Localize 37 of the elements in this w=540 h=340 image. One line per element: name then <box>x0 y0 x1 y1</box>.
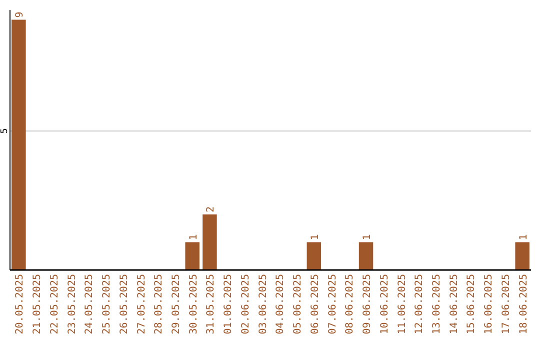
x-tick-label: 11.06.2025 <box>396 274 408 334</box>
x-tick-label: 14.06.2025 <box>448 274 460 334</box>
x-tick-label: 01.06.2025 <box>223 274 234 334</box>
x-tick-label: 28.05.2025 <box>154 274 165 334</box>
x-tick-label: 04.06.2025 <box>275 274 286 334</box>
x-tick-label: 18.06.2025 <box>518 274 530 334</box>
x-tick-label: 15.06.2025 <box>466 274 478 334</box>
x-tick-label: 13.06.2025 <box>431 274 442 334</box>
data-label: 1 <box>518 234 530 240</box>
data-label: 9 <box>14 12 26 18</box>
x-tick-label: 29.05.2025 <box>170 274 182 334</box>
x-tick-label: 17.06.2025 <box>500 274 512 334</box>
data-label: 1 <box>362 234 374 240</box>
x-tick-label: 21.05.2025 <box>32 274 44 334</box>
x-tick-label: 07.06.2025 <box>327 274 338 334</box>
data-label: 2 <box>206 206 217 212</box>
x-tick-label: 23.05.2025 <box>66 274 78 334</box>
x-tick-label: 02.06.2025 <box>240 274 252 334</box>
x-tick-label: 25.05.2025 <box>102 274 113 334</box>
y-tick-label: 5 <box>0 128 10 134</box>
x-tick-label: 03.06.2025 <box>258 274 269 334</box>
x-tick-label: 08.06.2025 <box>344 274 356 334</box>
x-tick-label: 10.06.2025 <box>379 274 390 334</box>
x-tick-label: 24.05.2025 <box>84 274 96 334</box>
x-tick-label: 20.05.2025 <box>14 274 26 334</box>
x-tick-label: 27.05.2025 <box>136 274 148 334</box>
x-tick-label: 22.05.2025 <box>49 274 60 334</box>
x-tick-label: 31.05.2025 <box>206 274 217 334</box>
x-tick-label: 12.06.2025 <box>414 274 426 334</box>
x-tick-label: 26.05.2025 <box>118 274 130 334</box>
data-label: 1 <box>188 234 200 240</box>
x-tick-label: 05.06.2025 <box>292 274 304 334</box>
data-label: 1 <box>310 234 321 240</box>
x-tick-label: 09.06.2025 <box>362 274 374 334</box>
x-tick-label: 06.06.2025 <box>310 274 321 334</box>
x-tick-label: 30.05.2025 <box>188 274 200 334</box>
x-tick-label: 16.06.2025 <box>484 274 495 334</box>
